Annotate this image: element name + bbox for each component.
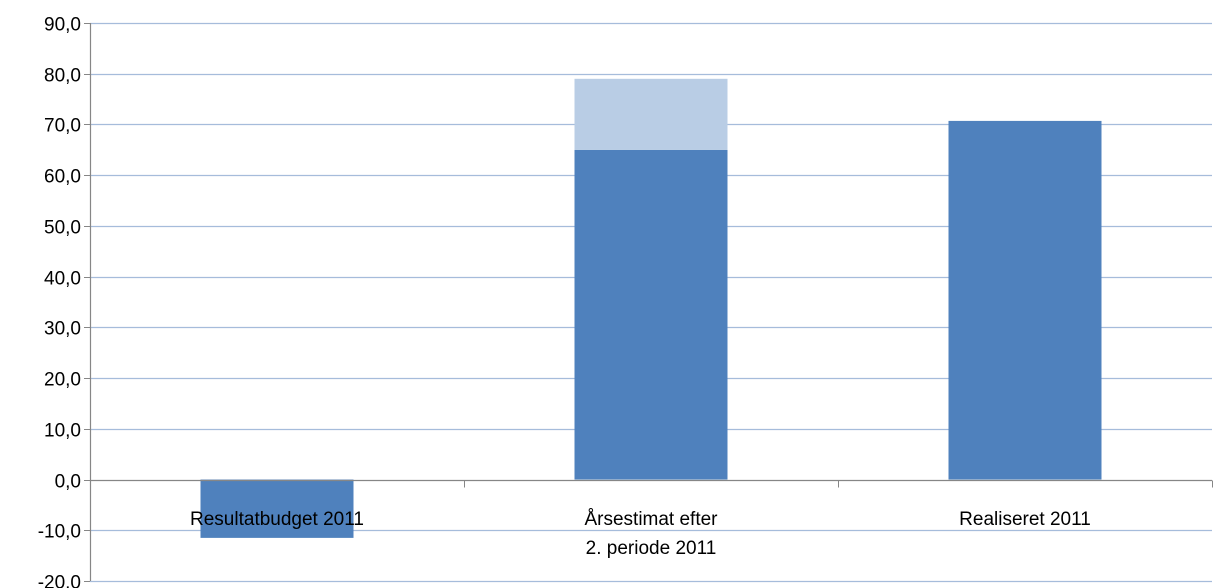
- bar-series2-cat2: [574, 78, 728, 150]
- x-category-label-line: Realiseret 2011: [959, 509, 1091, 530]
- y-tick-label: 0,0: [55, 472, 81, 493]
- y-tick-label: 40,0: [44, 269, 81, 290]
- bar-series1-cat1: [200, 479, 354, 538]
- y-tick-label: 60,0: [44, 167, 81, 188]
- x-category-label-line: Årsestimat efter: [584, 509, 718, 530]
- y-tick-label: 90,0: [44, 15, 81, 36]
- x-category-label: Realiseret 2011: [959, 509, 1091, 530]
- y-tick-label: 10,0: [44, 421, 81, 442]
- bars: [200, 78, 1102, 538]
- y-tick-label: 70,0: [44, 116, 81, 137]
- x-category-label: Årsestimat efter 2. periode 2011: [584, 509, 718, 559]
- x-category-label-line: 2. periode 2011: [586, 538, 717, 559]
- bar-series1-cat3: [948, 120, 1102, 480]
- y-tick-label: 80,0: [44, 66, 81, 87]
- y-axis-ticks: -20,0 -10,0 0,0 10,0 20,0 30,0 40,0 50,0 60,0 70,…: [38, 15, 90, 588]
- y-tick-label: 50,0: [44, 218, 81, 239]
- y-tick-label: -10,0: [38, 522, 81, 543]
- axes: [89, 23, 1213, 581]
- x-category-label-line: Resultatbudget 2011: [190, 509, 364, 530]
- y-tick-label: -20,0: [38, 573, 81, 588]
- bar-series1-cat2: [574, 149, 728, 480]
- y-tick-label: 20,0: [44, 370, 81, 391]
- x-category-label: Resultatbudget 2011: [190, 509, 364, 530]
- x-axis-labels: Resultatbudget 2011 Årsestimat efter 2. pe…: [190, 509, 1091, 559]
- y-tick-label: 30,0: [44, 319, 81, 340]
